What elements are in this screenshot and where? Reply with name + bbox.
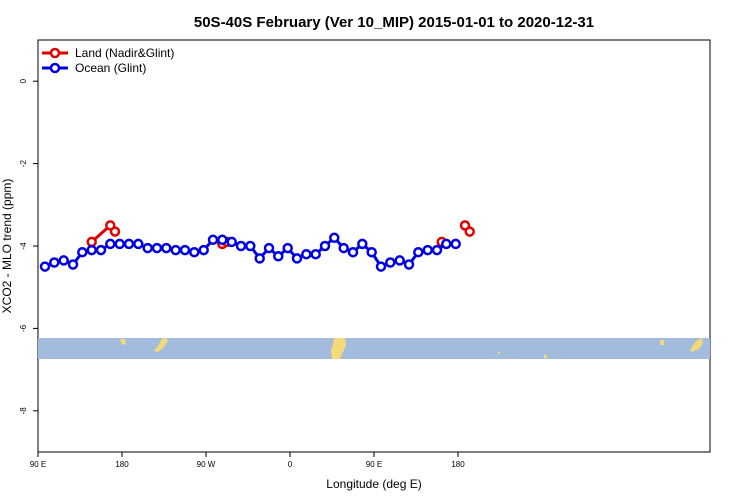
data-point xyxy=(413,246,424,258)
data-point xyxy=(235,240,247,252)
land-patch xyxy=(544,355,547,358)
chart-title: 50S-40S February (Ver 10_MIP) 2015-01-01… xyxy=(194,14,594,31)
data-point xyxy=(273,251,284,262)
data-point xyxy=(282,242,293,254)
data-point xyxy=(133,238,144,250)
plot-area xyxy=(37,39,711,453)
data-point xyxy=(291,253,303,264)
data-point xyxy=(114,238,125,250)
y-tick-label: -8 xyxy=(19,407,28,415)
data-point xyxy=(95,244,107,256)
data-point xyxy=(151,242,163,254)
x-tick-label: 90 W xyxy=(197,460,216,469)
data-point xyxy=(441,238,452,250)
y-tick-label: -4 xyxy=(19,242,28,250)
series-ocean xyxy=(39,232,461,272)
y-axis: 0 -2 -4 -6 -8 xyxy=(19,78,38,414)
data-point xyxy=(161,242,172,254)
data-point xyxy=(86,236,97,248)
data-point xyxy=(226,236,237,248)
x-tick-label: 0 xyxy=(288,460,293,469)
legend-label-ocean: Ocean (Glint) xyxy=(75,61,146,75)
data-point xyxy=(464,226,475,237)
y-tick-label: -6 xyxy=(19,324,28,332)
data-point xyxy=(263,242,275,254)
data-point xyxy=(366,246,377,258)
data-point xyxy=(357,238,368,250)
x-tick-label: 90 E xyxy=(30,460,46,469)
series-layer xyxy=(39,220,475,272)
y-axis-label: XCO2 - MLO trend (ppm) xyxy=(0,179,14,314)
data-point xyxy=(403,259,415,270)
data-point xyxy=(170,244,181,256)
data-point xyxy=(49,257,60,268)
data-point xyxy=(39,261,51,272)
legend: Land (Nadir&Glint) Ocean (Glint) xyxy=(42,46,174,75)
data-point xyxy=(319,240,331,252)
y-tick-label: 0 xyxy=(19,78,28,83)
data-point xyxy=(179,244,191,256)
data-point xyxy=(245,240,256,252)
data-point xyxy=(58,255,69,266)
data-point xyxy=(450,238,461,250)
data-point xyxy=(142,242,153,254)
y-tick-label: -2 xyxy=(19,159,28,167)
land-patch xyxy=(331,338,346,359)
data-point xyxy=(207,234,219,246)
land-patch xyxy=(120,339,126,345)
land-patch xyxy=(690,338,703,352)
x-tick-label: 180 xyxy=(115,460,129,469)
land-patch xyxy=(498,352,500,354)
data-point xyxy=(77,246,88,258)
land-patch xyxy=(660,340,664,345)
ocean-band xyxy=(38,338,710,359)
data-point xyxy=(109,226,121,237)
data-point xyxy=(422,244,433,256)
legend-item-land: Land (Nadir&Glint) xyxy=(42,46,174,60)
data-point xyxy=(375,261,387,272)
data-point xyxy=(198,244,209,256)
data-point xyxy=(347,246,359,258)
data-point xyxy=(189,246,200,258)
x-tick-label: 90 E xyxy=(366,460,382,469)
x-tick-label: 180 xyxy=(451,460,465,469)
legend-item-ocean: Ocean (Glint) xyxy=(42,61,146,75)
data-point xyxy=(310,248,321,260)
data-point xyxy=(431,244,443,256)
data-point xyxy=(254,253,265,264)
data-point xyxy=(123,238,135,250)
latitude-band xyxy=(38,337,710,359)
data-point xyxy=(394,255,405,266)
data-point xyxy=(105,238,116,250)
data-point xyxy=(67,259,79,270)
data-point xyxy=(301,248,312,260)
data-point xyxy=(217,234,228,246)
data-point xyxy=(385,257,396,268)
x-axis-label: Longitude (deg E) xyxy=(326,477,421,491)
data-point xyxy=(86,244,97,256)
legend-label-land: Land (Nadir&Glint) xyxy=(75,46,174,60)
land-patch xyxy=(154,337,168,352)
data-point xyxy=(329,232,340,244)
data-point xyxy=(338,242,349,254)
x-axis: 90 E 180 90 W 0 90 E 180 xyxy=(30,452,465,469)
